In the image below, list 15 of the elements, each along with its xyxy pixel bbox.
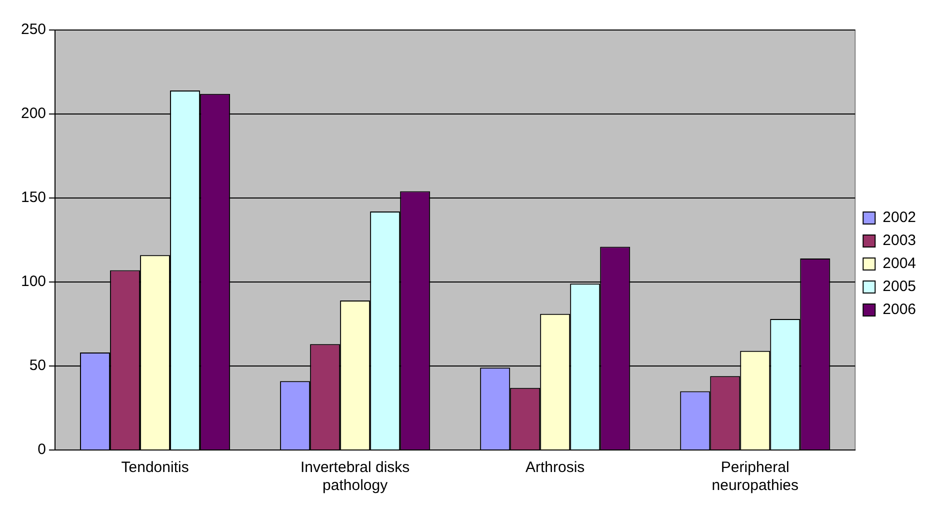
y-tick-label: 50 — [29, 357, 46, 374]
y-tick-label: 100 — [20, 273, 46, 290]
x-tick-label: Peripheral neuropathies — [712, 459, 798, 494]
legend-label: 2003 — [882, 232, 916, 250]
legend-label: 2006 — [882, 301, 916, 318]
legend-label: 2002 — [882, 209, 916, 226]
y-tick-label: 0 — [38, 441, 46, 458]
legend-label: 2004 — [882, 255, 916, 272]
y-tick-label: 150 — [20, 189, 46, 206]
x-tick-label: Invertebral disks pathology — [300, 459, 410, 494]
legend-label: 2005 — [882, 278, 916, 296]
x-tick-label: Tendonitis — [121, 459, 189, 476]
y-tick-label: 200 — [20, 105, 46, 122]
x-tick-label: Arthrosis — [526, 459, 585, 476]
y-tick-label: 250 — [20, 21, 46, 38]
